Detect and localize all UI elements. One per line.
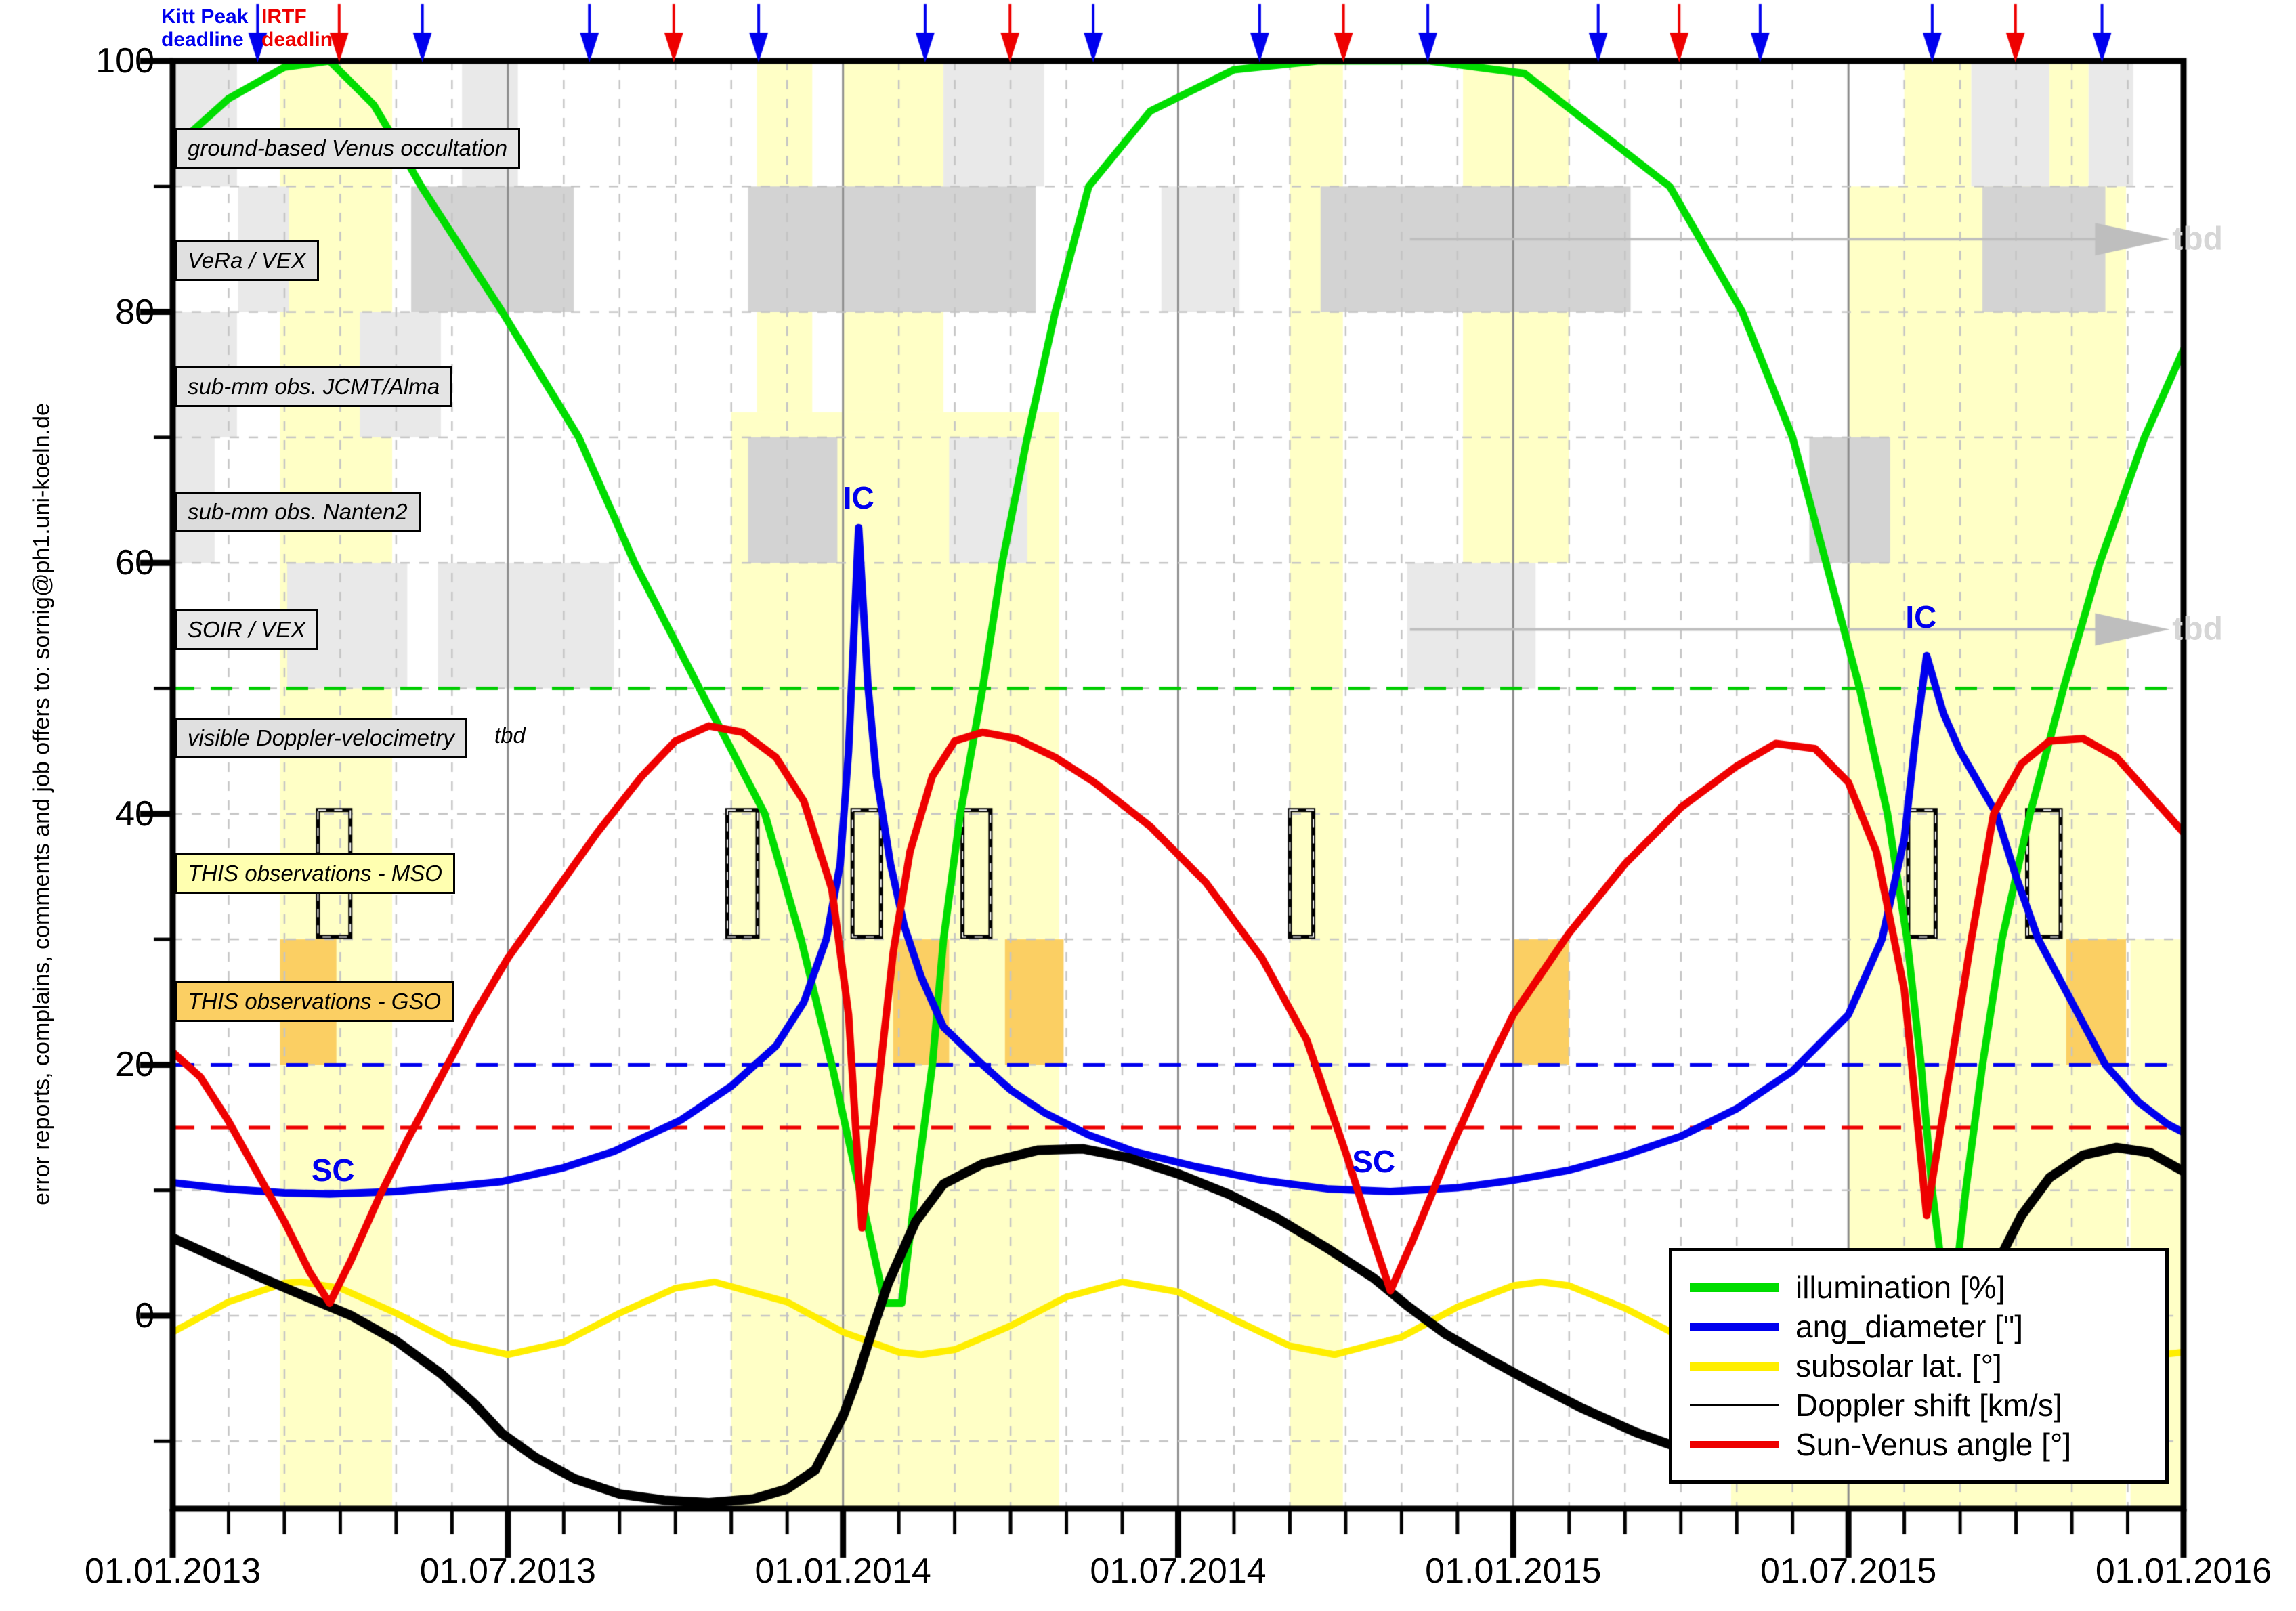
legend-label: illumination [%] <box>1795 1270 2005 1305</box>
row-label: THIS observations - MSO <box>175 853 455 894</box>
legend-swatch <box>1690 1322 1779 1331</box>
y-axis-tick-label: 20 <box>115 1045 154 1085</box>
legend-label: Sun-Venus angle [°] <box>1795 1427 2072 1462</box>
x-axis-tick-label: 01.07.2014 <box>1090 1551 1267 1591</box>
legend-item: subsolar lat. [°] <box>1672 1346 2165 1386</box>
legend-label: Doppler shift [km/s] <box>1795 1388 2062 1423</box>
legend-label: subsolar lat. [°] <box>1795 1348 2002 1383</box>
annotation-sc: SC <box>311 1153 355 1188</box>
email-note: error reports, complains, comments and j… <box>28 403 55 1205</box>
kitt-peak-deadline-label: Kitt Peak deadline <box>161 5 249 51</box>
y-axis-tick-label: 40 <box>115 794 154 834</box>
annotation-tbd: tbd <box>2172 221 2223 257</box>
legend-swatch <box>1690 1441 1779 1448</box>
row-label: sub-mm obs. JCMT/Alma <box>175 366 453 407</box>
row-label: visible Doppler-velocimetry <box>175 717 467 758</box>
legend-swatch <box>1690 1404 1779 1406</box>
legend-item: Sun-Venus angle [°] <box>1672 1425 2165 1464</box>
x-axis-tick-label: 01.01.2013 <box>84 1551 261 1591</box>
row-label: VeRa / VEX <box>175 240 319 282</box>
legend-item: ang_diameter ["] <box>1672 1307 2165 1346</box>
y-axis-tick-label: 60 <box>115 543 154 583</box>
irtf-deadline-label: IRTF deadline <box>261 5 344 51</box>
annotation-ic: IC <box>843 479 874 515</box>
row-label: THIS observations - GSO <box>175 981 454 1022</box>
row-label: sub-mm obs. Nanten2 <box>175 492 421 533</box>
x-axis-tick-label: 01.01.2014 <box>754 1551 931 1591</box>
x-axis-tick-label: 01.01.2016 <box>2095 1551 2272 1591</box>
annotation-tbd: tbd <box>2172 611 2223 647</box>
x-axis-tick-label: 01.07.2013 <box>419 1551 596 1591</box>
legend: illumination [%] ang_diameter ["] subsolar… <box>1669 1248 2169 1484</box>
legend-swatch <box>1690 1283 1779 1292</box>
legend-label: ang_diameter ["] <box>1795 1309 2023 1344</box>
y-axis-tick-label: 0 <box>135 1296 154 1335</box>
x-axis-tick-label: 01.07.2015 <box>1760 1551 1937 1591</box>
row-label: SOIR / VEX <box>175 609 319 651</box>
annotation-sc: SC <box>1352 1144 1396 1180</box>
legend-rows: illumination [%] ang_diameter ["] subsolar… <box>1672 1268 2165 1464</box>
legend-item: illumination [%] <box>1672 1268 2165 1307</box>
y-axis-tick-label: 100 <box>95 41 154 81</box>
y-axis-tick-label: 80 <box>115 292 154 332</box>
legend-swatch <box>1690 1361 1779 1371</box>
legend-item: Doppler shift [km/s] <box>1672 1386 2165 1425</box>
row-label: ground-based Venus occultation <box>175 127 521 169</box>
row-label-suffix: tbd <box>494 722 526 748</box>
x-axis-tick-label: 01.01.2015 <box>1425 1551 1602 1591</box>
annotation-ic: IC <box>1905 599 1937 635</box>
